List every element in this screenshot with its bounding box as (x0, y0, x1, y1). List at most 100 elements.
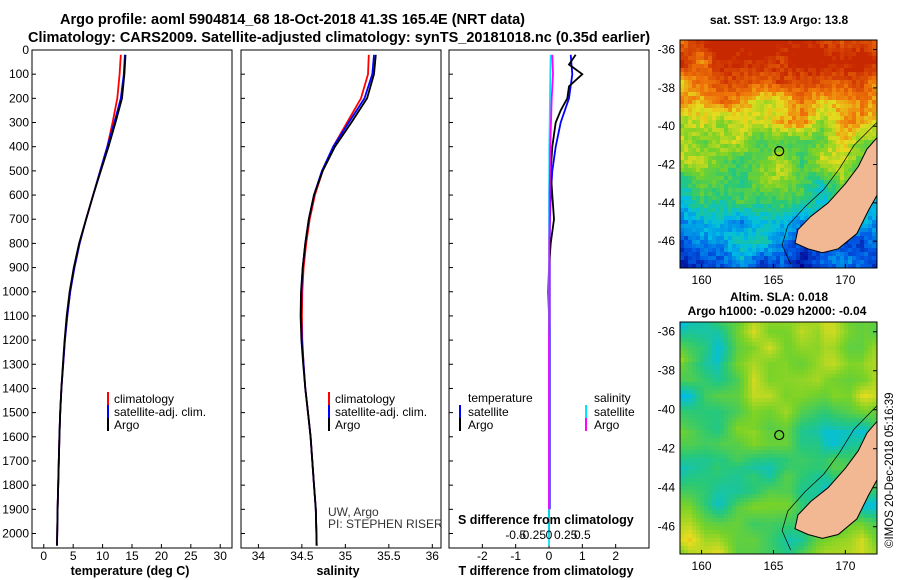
map-cell (736, 386, 741, 391)
map-cell (680, 330, 685, 335)
map-cell (792, 546, 797, 551)
map-cell (688, 260, 693, 265)
map-cell (700, 422, 705, 427)
map-cell (784, 108, 789, 113)
map-cell (844, 176, 849, 181)
map-cell (732, 184, 737, 189)
map-cell (748, 462, 753, 467)
map-cell (684, 378, 689, 383)
map-cell (800, 40, 805, 45)
map-cell (772, 196, 777, 201)
map-cell (744, 148, 749, 153)
series-satellite-adj-clim (300, 54, 375, 546)
map-cell (684, 462, 689, 467)
map-cell (756, 522, 761, 527)
map-cell (736, 180, 741, 185)
map-cell (760, 498, 765, 503)
map-cell (816, 72, 821, 77)
map-cell (740, 116, 745, 121)
map-cell (692, 224, 697, 229)
map-cell (832, 100, 837, 105)
map-cell (684, 120, 689, 125)
map-cell (808, 466, 813, 471)
map-cell (732, 164, 737, 169)
map-cell (776, 216, 781, 221)
map-cell (800, 502, 805, 507)
map-cell (688, 196, 693, 201)
map-cell (784, 192, 789, 197)
map-cell (692, 366, 697, 371)
map-cell (728, 382, 733, 387)
map-cell (704, 398, 709, 403)
map-cell (732, 542, 737, 547)
map-cell (712, 148, 717, 153)
map-cell (768, 346, 773, 351)
map-cell (780, 438, 785, 443)
map-cell (760, 442, 765, 447)
map-cell (680, 422, 685, 427)
map-cell (784, 366, 789, 371)
map-cell (740, 454, 745, 459)
map-cell (776, 370, 781, 375)
map-cell (752, 80, 757, 85)
map-cell (864, 48, 869, 53)
map-cell (816, 164, 821, 169)
map-cell (696, 240, 701, 245)
map-cell (808, 212, 813, 217)
map-cell (748, 514, 753, 519)
map-cell (836, 84, 841, 89)
map-cell (792, 140, 797, 145)
map-cell (752, 60, 757, 65)
map-cell (704, 410, 709, 415)
map-cell (728, 40, 733, 45)
map-cell (680, 180, 685, 185)
map-cell (728, 192, 733, 197)
map-cell (720, 132, 725, 137)
map-cell (820, 260, 825, 265)
map-cell (796, 132, 801, 137)
map-cell (696, 510, 701, 515)
map-cell (772, 334, 777, 339)
map-cell (728, 260, 733, 265)
map-cell (804, 466, 809, 471)
map-cell (728, 188, 733, 193)
map-cell (704, 92, 709, 97)
map-cell (684, 44, 689, 49)
map-cell (688, 172, 693, 177)
map-cell (708, 326, 713, 331)
map-cell (736, 156, 741, 161)
map-cell (700, 338, 705, 343)
map-cell (704, 474, 709, 479)
map-cell (736, 438, 741, 443)
map-cell (684, 180, 689, 185)
map-cell (792, 486, 797, 491)
map-cell (764, 56, 769, 61)
map-cell (704, 172, 709, 177)
map-cell (812, 80, 817, 85)
map-cell (712, 366, 717, 371)
map-cell (684, 240, 689, 245)
map-cell (812, 322, 817, 327)
map-cell (684, 338, 689, 343)
map-cell (780, 362, 785, 367)
map-cell (720, 346, 725, 351)
map-cell (780, 64, 785, 69)
map-cell (716, 172, 721, 177)
map-cell (712, 418, 717, 423)
map-cell (848, 172, 853, 177)
map-cell (708, 84, 713, 89)
map-cell (712, 228, 717, 233)
map-cell (692, 426, 697, 431)
map-cell (772, 522, 777, 527)
map-cell (780, 184, 785, 189)
map-cell (784, 48, 789, 53)
map-cell (776, 534, 781, 539)
map-cell (760, 80, 765, 85)
map-cell (804, 454, 809, 459)
map-cell (768, 172, 773, 177)
map-cell (764, 470, 769, 475)
map-cell (776, 56, 781, 61)
map-cell (820, 80, 825, 85)
map-cell (692, 68, 697, 73)
map-cell (752, 518, 757, 523)
